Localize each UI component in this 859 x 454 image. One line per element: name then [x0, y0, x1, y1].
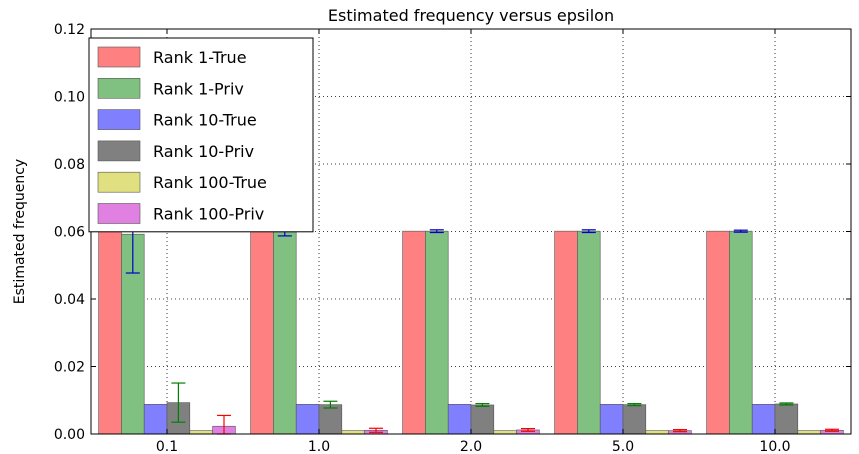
bar: [189, 430, 213, 435]
y-tick-label: 0.08: [54, 157, 85, 173]
bar: [447, 403, 472, 435]
y-tick-label: 0.12: [54, 22, 85, 38]
error-bar: [521, 428, 535, 432]
error-bars: [125, 194, 839, 435]
bar: [143, 403, 168, 435]
bar: [250, 230, 274, 435]
legend-swatch: [97, 171, 141, 193]
bars: [98, 230, 844, 435]
legend-label: Rank 1-Priv: [153, 79, 244, 98]
bar: [273, 231, 297, 435]
x-tick-label: 1.0: [308, 439, 330, 454]
y-axis-label: Estimated frequency: [12, 159, 28, 304]
x-tick-label: 2.0: [460, 439, 482, 454]
x-tick-label: 10.0: [759, 439, 790, 454]
chart-title: Estimated frequency versus epsilon: [328, 6, 614, 25]
error-bar: [825, 428, 839, 432]
y-tick-label: 0.06: [54, 225, 85, 241]
y-tick-label: 0.10: [54, 90, 85, 106]
error-bar: [627, 403, 642, 407]
bar: [318, 404, 343, 435]
bar: [425, 230, 449, 435]
bar: [645, 430, 669, 435]
error-bar: [581, 229, 596, 234]
bar: [751, 403, 776, 435]
error-bar: [673, 429, 687, 433]
error-bar: [429, 229, 444, 234]
legend-swatch: [97, 78, 141, 99]
legend-frame: [88, 37, 314, 233]
error-bar: [733, 229, 748, 233]
bar: [706, 230, 730, 435]
legend-label: Rank 10-True: [153, 111, 257, 130]
bar: [295, 403, 320, 435]
bar: [341, 430, 365, 435]
x-tick-label: 0.1: [156, 439, 178, 454]
error-bar: [369, 427, 383, 433]
bar: [622, 404, 647, 435]
bar: [774, 403, 799, 435]
y-tick-label: 0.02: [54, 360, 85, 376]
legend-swatch: [97, 140, 141, 162]
error-bar: [779, 402, 794, 406]
axis-ticks: 0.00 0.02 0.04 0.06 0.08 0.10 0.12 0.1 1.0 2.0 5.0…: [54, 22, 851, 454]
error-bar: [171, 382, 186, 423]
bar: [493, 430, 517, 435]
legend-swatch: [97, 46, 141, 68]
legend-label: Rank 100-True: [153, 173, 267, 192]
grid: [91, 29, 851, 434]
bar: [577, 230, 601, 435]
y-tick-label: 0.00: [54, 427, 85, 443]
legend: Rank 1-True Rank 1-Priv Rank 10-True Rank 1…: [88, 37, 314, 233]
bar: [729, 230, 753, 435]
legend-swatch: [97, 109, 141, 130]
x-tick-label: 5.0: [612, 439, 634, 454]
bar: [554, 230, 578, 435]
legend-label: Rank 100-Priv: [153, 205, 264, 224]
error-bar: [323, 400, 338, 409]
y-tick-label: 0.04: [54, 292, 85, 308]
bar: [599, 403, 624, 435]
legend-label: Rank 10-Priv: [153, 142, 254, 161]
legend-swatch: [97, 203, 141, 224]
bar: [98, 230, 122, 435]
legend-label: Rank 1-True: [153, 48, 247, 67]
bar: [470, 404, 495, 435]
bar: [402, 230, 426, 435]
bar: [797, 430, 821, 435]
error-bar: [475, 403, 490, 407]
